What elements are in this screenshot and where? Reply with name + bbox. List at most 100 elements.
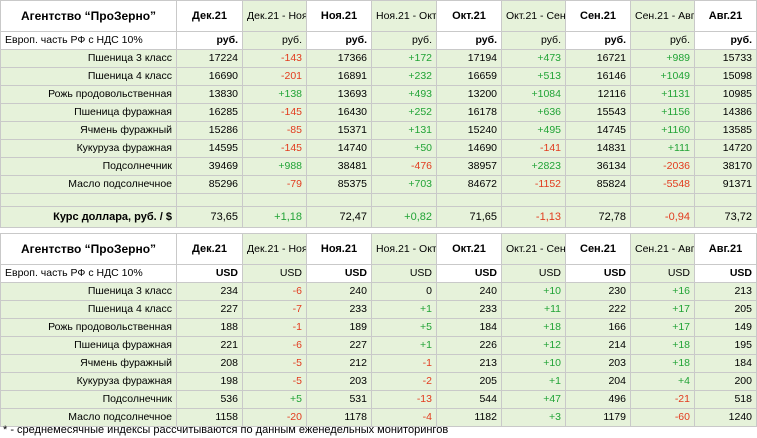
price-cell: 227 (306, 336, 372, 355)
spacer-cell (0, 193, 177, 207)
price-cell: 205 (436, 372, 502, 391)
price-cell: 12116 (565, 85, 631, 104)
region-label: Европ. часть РФ с НДС 10% (0, 31, 177, 50)
price-change-cell: +131 (371, 121, 437, 140)
period-month-header: Окт.21 (436, 233, 502, 265)
price-change-cell: +50 (371, 139, 437, 158)
unit-cell: руб. (242, 31, 307, 50)
exchange-rate-value: 71,65 (436, 206, 502, 228)
price-change-cell: +1 (371, 336, 437, 355)
commodity-name: Ячмень фуражный (0, 121, 177, 140)
price-change-cell: +1084 (501, 85, 566, 104)
price-change-cell: +17 (630, 318, 695, 337)
price-change-cell: +1160 (630, 121, 695, 140)
price-cell: 16430 (306, 103, 372, 122)
price-cell: 188 (176, 318, 243, 337)
table-row: Пшеница 4 класс 227 -7 233 +1 233 +11 222 +17 205 (0, 300, 757, 319)
price-change-cell: 0 (371, 282, 437, 301)
price-change-cell: -2 (371, 372, 437, 391)
price-change-cell: +1 (501, 372, 566, 391)
exchange-rate-value: 73,72 (694, 206, 757, 228)
period-month-header: Дек.21 (176, 233, 243, 265)
unit-cell: руб. (176, 31, 243, 50)
price-change-cell: -1 (242, 318, 307, 337)
price-change-cell: +636 (501, 103, 566, 122)
table-row: Кукуруза фуражная 14595 -145 14740 +50 14690-… (0, 139, 757, 158)
price-cell: 208 (176, 354, 243, 373)
price-change-cell: +495 (501, 121, 566, 140)
footnote: * - среднемесячные индексы рассчитываютс… (3, 424, 449, 436)
unit-cell: руб. (694, 31, 757, 50)
price-change-cell: -141 (501, 139, 566, 158)
price-cell: 195 (694, 336, 757, 355)
units-row: Европ. часть РФ с НДС 10% руб. руб. руб. руб… (0, 31, 757, 50)
price-cell: 1182 (436, 408, 502, 427)
price-cell: 166 (565, 318, 631, 337)
period-month-header: Сен.21 (565, 233, 631, 265)
table-row: Ячмень фуражный 15286 -85 15371 +131 15240 +49… (0, 121, 757, 140)
price-cell: 36134 (565, 157, 631, 176)
price-cell: 536 (176, 390, 243, 409)
agency-name: Агентство “ПроЗерно” (0, 233, 177, 265)
price-change-cell: +18 (630, 354, 695, 373)
price-cell: 14831 (565, 139, 631, 158)
exchange-rate-change: +0,82 (371, 206, 437, 228)
price-cell: 203 (306, 372, 372, 391)
commodity-name: Подсолнечник (0, 157, 177, 176)
price-cell: 240 (306, 282, 372, 301)
spacer-cell (306, 193, 372, 207)
period-diff-header: Ноя.21 - Окт.21 (371, 0, 437, 32)
price-cell: 14745 (565, 121, 631, 140)
price-change-cell: +5 (242, 390, 307, 409)
table-row: Пшеница 4 класс 16690 -201 16891 +232 16659 +5… (0, 67, 757, 86)
price-change-cell: -2036 (630, 157, 695, 176)
commodity-name: Рожь продовольственная (0, 318, 177, 337)
price-cell: 1179 (565, 408, 631, 427)
period-diff-header: Сен.21 - Авг.21 (630, 233, 695, 265)
price-cell: 39469 (176, 157, 243, 176)
price-cell: 91371 (694, 175, 757, 194)
table-row: Пшеница фуражная 221 -6 227 +1 226 +12 214 +18 19… (0, 336, 757, 355)
price-cell: 233 (306, 300, 372, 319)
spacer-cell (176, 193, 243, 207)
table-row: Рожь продовольственная 13830 +138 13693 +493… (0, 85, 757, 104)
price-cell: 222 (565, 300, 631, 319)
price-cell: 213 (694, 282, 757, 301)
price-cell: 1158 (176, 408, 243, 427)
commodity-name: Ячмень фуражный (0, 354, 177, 373)
spacer-cell (242, 193, 307, 207)
price-change-cell: +16 (630, 282, 695, 301)
unit-cell: USD (306, 264, 372, 283)
price-cell: 17224 (176, 49, 243, 68)
period-diff-header: Ноя.21 - Окт.21 (371, 233, 437, 265)
commodity-name: Кукуруза фуражная (0, 372, 177, 391)
price-change-cell: +703 (371, 175, 437, 194)
price-change-cell: -13 (371, 390, 437, 409)
commodity-name: Подсолнечник (0, 390, 177, 409)
price-change-cell: -145 (242, 103, 307, 122)
price-change-cell: -85 (242, 121, 307, 140)
table-row: Пшеница 3 класс 17224 -143 17366 +172 17194 +4… (0, 49, 757, 68)
price-cell: 15733 (694, 49, 757, 68)
price-cell: 234 (176, 282, 243, 301)
price-change-cell: -60 (630, 408, 695, 427)
price-cell: 189 (306, 318, 372, 337)
table-row: Подсолнечник 39469 +988 38481 -476 38957 +2823… (0, 157, 757, 176)
price-cell: 212 (306, 354, 372, 373)
price-change-cell: +172 (371, 49, 437, 68)
price-cell: 16146 (565, 67, 631, 86)
unit-cell: USD (501, 264, 566, 283)
price-cell: 85296 (176, 175, 243, 194)
spacer-cell (565, 193, 631, 207)
price-change-cell: -21 (630, 390, 695, 409)
commodity-name: Пшеница 3 класс (0, 49, 177, 68)
spacer-row (0, 193, 757, 207)
commodity-name: Пшеница фуражная (0, 336, 177, 355)
exchange-rate-value: 72,47 (306, 206, 372, 228)
price-change-cell: +3 (501, 408, 566, 427)
price-cell: 205 (694, 300, 757, 319)
price-change-cell: +10 (501, 354, 566, 373)
price-cell: 14720 (694, 139, 757, 158)
